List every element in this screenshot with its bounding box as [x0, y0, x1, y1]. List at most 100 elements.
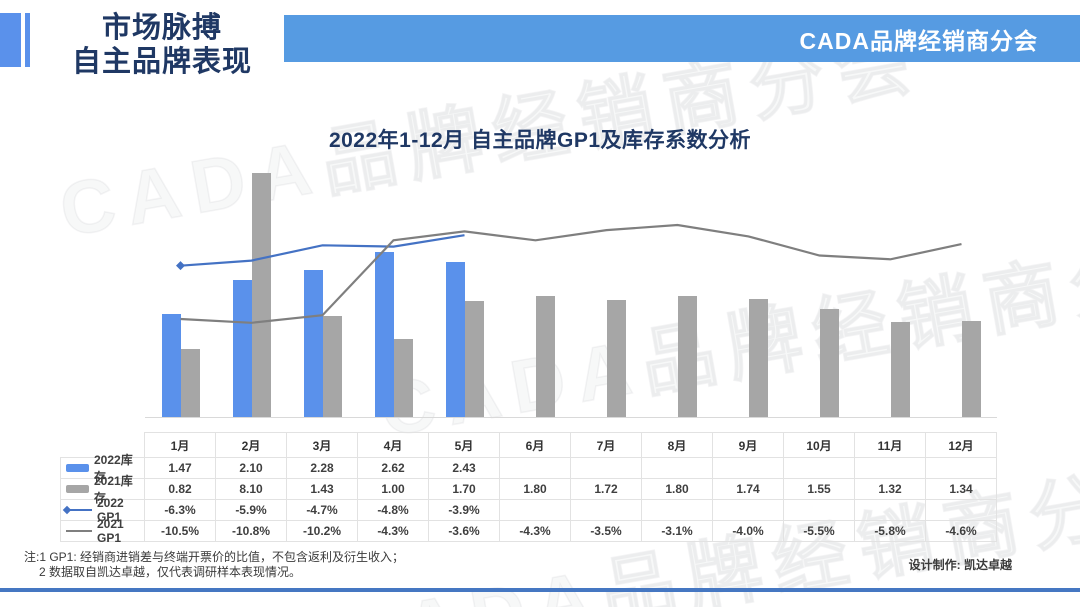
chart-plot-area [145, 168, 997, 418]
page-title: 市场脉搏 自主品牌表现 [42, 12, 282, 80]
table-month-header: 4月 [358, 432, 429, 458]
table-value-cell [642, 458, 713, 479]
legend-series-name: 2022 GP1 [97, 496, 124, 524]
table-value-cell: 1.72 [571, 479, 642, 500]
table-value-cell: -10.2% [287, 521, 358, 542]
table-value-cell: -4.3% [500, 521, 571, 542]
table-month-header: 3月 [287, 432, 358, 458]
page-title-line1: 市场脉搏 [101, 12, 222, 44]
table-value-cell [784, 500, 855, 521]
legend-row-label: 2021 GP1 [60, 517, 145, 545]
banner-title: CADA品牌经销商分会 [799, 27, 1038, 54]
table-month-header: 12月 [926, 432, 997, 458]
bar-2022-inventory [445, 261, 465, 417]
table-value-cell: 1.00 [358, 479, 429, 500]
bar-2022-inventory [232, 279, 252, 417]
table-value-cell: -3.6% [429, 521, 500, 542]
table-value-cell: -4.7% [287, 500, 358, 521]
table-value-cell [855, 500, 926, 521]
table-value-cell [500, 500, 571, 521]
table-month-header: 9月 [713, 432, 784, 458]
bar-2021-inventory [748, 299, 768, 417]
gp1-lines [176, 223, 962, 324]
table-value-cell: -4.6% [926, 521, 997, 542]
table-month-header: 1月 [145, 432, 216, 458]
legend-series-name: 2021 GP1 [97, 517, 124, 545]
table-corner-cell [60, 432, 145, 458]
table-value-cell: 1.43 [287, 479, 358, 500]
table-value-cell: 1.80 [500, 479, 571, 500]
table-value-cell [642, 500, 713, 521]
table-value-cell [571, 458, 642, 479]
table-month-header: 7月 [571, 432, 642, 458]
header-accent-strip [25, 13, 30, 67]
table-value-cell: -4.8% [358, 500, 429, 521]
bar-2022-inventory [303, 269, 323, 417]
table-value-cell: 1.32 [855, 479, 926, 500]
footer-divider [0, 588, 1080, 592]
bar-2021-inventory [322, 315, 342, 417]
table-value-cell [855, 458, 926, 479]
table-value-cell [784, 458, 855, 479]
legend-line-swatch [62, 505, 92, 515]
table-month-header: 8月 [642, 432, 713, 458]
legend-diamond-marker [62, 505, 72, 515]
bar-2021-inventory [393, 339, 413, 417]
legend-row-label: 2022库存 [60, 453, 145, 484]
table-value-cell [713, 500, 784, 521]
line-2022-gp1 [180, 234, 465, 267]
table-value-cell: 1.55 [784, 479, 855, 500]
table-value-cell: 0.82 [145, 479, 216, 500]
table-value-cell: 1.80 [642, 479, 713, 500]
bar-2022-inventory [161, 313, 181, 417]
legend-bar-swatch [66, 485, 89, 493]
table-month-header: 2月 [216, 432, 287, 458]
legend-row-label: 2021库存 [60, 474, 145, 505]
table-value-cell: 2.62 [358, 458, 429, 479]
table-value-cell: 2.28 [287, 458, 358, 479]
bar-2021-inventory [464, 301, 484, 417]
table-value-cell [926, 458, 997, 479]
chart-title: 2022年1-12月 自主品牌GP1及库存系数分析 [328, 129, 752, 152]
bar-2021-inventory [535, 295, 555, 417]
legend-series-name: 2021库存 [94, 474, 133, 505]
bar-2021-inventory [890, 321, 910, 417]
table-value-cell: -3.5% [571, 521, 642, 542]
table-value-cell: -10.5% [145, 521, 216, 542]
footnote-line1: 注:1 GP1: 经销商进销差与终端开票价的比值，不包含返利及衍生收入； [24, 550, 405, 564]
bar-2021-inventory [606, 300, 626, 417]
table-value-cell: -5.8% [855, 521, 926, 542]
header-accent-block [0, 13, 21, 67]
table-value-cell [571, 500, 642, 521]
table-value-cell: -6.3% [145, 500, 216, 521]
table-value-cell: -4.3% [358, 521, 429, 542]
footnotes: 注:1 GP1: 经销商进销差与终端开票价的比值，不包含返利及衍生收入； 2 数… [24, 550, 404, 580]
table-month-header: 5月 [429, 432, 500, 458]
legend-row-label: 2022 GP1 [60, 496, 145, 524]
legend-series-name: 2022库存 [94, 453, 133, 484]
legend-bar-swatch [66, 464, 89, 472]
table-value-cell: -4.0% [713, 521, 784, 542]
table-value-cell: 8.10 [216, 479, 287, 500]
page-title-line2: 自主品牌表现 [71, 45, 252, 78]
table-value-cell: -5.5% [784, 521, 855, 542]
table-value-cell [713, 458, 784, 479]
table-value-cell: -10.8% [216, 521, 287, 542]
legend-line-swatch [66, 530, 92, 532]
line-start-diamond-marker [176, 261, 185, 271]
table-value-cell: 1.47 [145, 458, 216, 479]
table-value-cell: -3.9% [429, 500, 500, 521]
table-value-cell: 1.34 [926, 479, 997, 500]
footnote-line2: 2 数据取自凯达卓越，仅代表调研样本表现情况。 [39, 565, 302, 579]
credit-text: 设计制作: 凯达卓越 [908, 558, 1012, 572]
bar-2021-inventory [180, 348, 200, 417]
table-month-header: 10月 [784, 432, 855, 458]
table-value-cell: -5.9% [216, 500, 287, 521]
table-value-cell: 1.70 [429, 479, 500, 500]
table-value-cell: 2.10 [216, 458, 287, 479]
table-value-cell: 2.43 [429, 458, 500, 479]
table-value-cell: -3.1% [642, 521, 713, 542]
bar-2021-inventory [819, 309, 839, 417]
table-value-cell [500, 458, 571, 479]
